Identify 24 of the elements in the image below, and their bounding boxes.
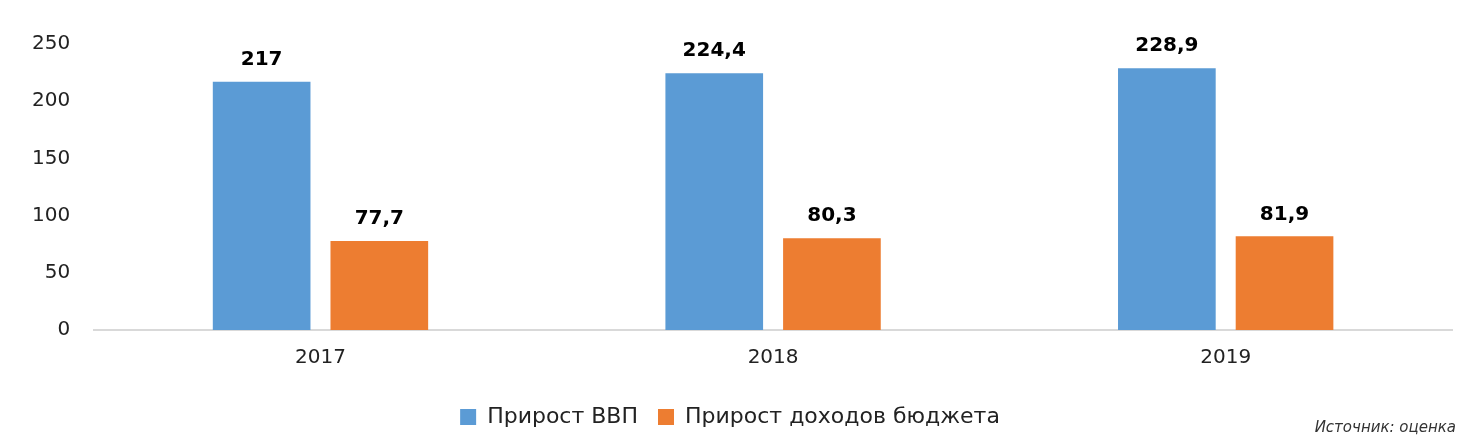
data-label: 217 <box>240 45 283 70</box>
y-tick-label: 150 <box>31 144 71 169</box>
data-label: 228,9 <box>1135 32 1199 57</box>
legend-label: Прирост доходов бюджета <box>685 402 1000 428</box>
bar <box>783 238 881 330</box>
bar <box>212 81 311 330</box>
data-label: 224,4 <box>682 37 746 62</box>
bar <box>1118 68 1216 330</box>
y-tick-label: 250 <box>31 30 71 55</box>
data-label: 81,9 <box>1259 200 1310 225</box>
bar <box>330 241 429 330</box>
bar <box>1235 236 1334 330</box>
bar <box>665 73 764 330</box>
x-tick-label: 2019 <box>1200 344 1252 369</box>
y-tick-label: 0 <box>57 316 71 341</box>
legend-label: Прирост ВВП <box>487 402 639 428</box>
y-tick-label: 200 <box>31 87 71 112</box>
data-label: 77,7 <box>354 205 404 230</box>
y-tick-label: 50 <box>44 259 71 283</box>
y-tick-label: 100 <box>31 201 71 226</box>
text: Источник: оценка <box>1314 418 1456 437</box>
x-tick-label: 2017 <box>295 344 346 369</box>
data-label: 80,3 <box>807 202 857 227</box>
x-tick-label: 2018 <box>747 344 799 369</box>
